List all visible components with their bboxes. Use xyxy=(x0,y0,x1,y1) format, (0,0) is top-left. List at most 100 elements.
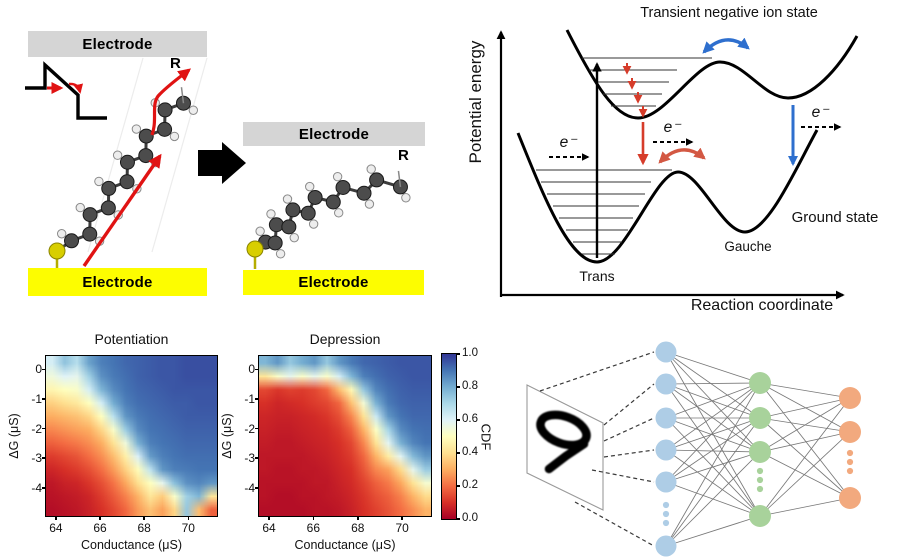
input-node xyxy=(655,535,677,557)
trans-label: Trans xyxy=(579,268,614,284)
ellipsis-dot xyxy=(846,458,854,466)
colorbar-tick-label: 0.4 xyxy=(462,446,478,458)
carbon-atom xyxy=(267,235,283,251)
substituent-label-left: R xyxy=(170,55,181,72)
y-tickmark xyxy=(255,368,259,371)
carbon-atom xyxy=(281,219,297,235)
x-tickmark xyxy=(357,516,359,520)
hidden-node xyxy=(749,441,771,463)
ytick-label: -3 xyxy=(244,451,255,466)
hydrogen-atom xyxy=(169,131,180,142)
input-node xyxy=(655,373,677,395)
ytick-label: -1 xyxy=(31,391,42,406)
ellipsis-dot xyxy=(662,510,670,518)
axes xyxy=(496,30,845,300)
potentiation-xlabel: Conductance (μS) xyxy=(80,538,182,552)
x-tickmark xyxy=(268,516,270,520)
carbon-atom xyxy=(356,185,372,201)
xtick-label: 68 xyxy=(351,521,365,535)
hidden-node xyxy=(749,407,771,429)
y-tickmark xyxy=(42,368,46,371)
molecule-tilted xyxy=(48,87,199,271)
ground-state-curve xyxy=(516,129,819,264)
ellipsis-dot xyxy=(846,467,854,475)
y-tickmark xyxy=(42,487,46,489)
hydrogen-atom xyxy=(188,105,199,115)
potential-energy-axis-label: Potential energy xyxy=(466,40,485,163)
network-nodes xyxy=(655,341,861,557)
carbon-atom xyxy=(157,121,173,137)
input-node xyxy=(655,407,677,429)
carbon-atom xyxy=(119,154,135,170)
tunneling-arrows xyxy=(82,68,192,267)
hydrogen-atom xyxy=(275,249,286,259)
depression-canvas xyxy=(259,356,431,516)
ytick-label: -2 xyxy=(31,421,42,436)
xtick-label: 66 xyxy=(93,521,107,535)
carbon-atom xyxy=(268,217,284,233)
hydrogen-atom xyxy=(112,150,123,160)
colorbar-tickmark xyxy=(456,419,460,421)
y-tickmark xyxy=(255,457,259,459)
carbon-atom xyxy=(82,207,98,223)
ytick-label: -4 xyxy=(244,480,255,495)
transition-arrow-icon xyxy=(198,142,246,184)
colorbar-tick-label: 0.6 xyxy=(462,413,478,425)
potentiation-heatmap: Potentiation ΔG (μS) Conductance (μS) 64… xyxy=(7,331,218,552)
carbon-atom xyxy=(300,205,316,221)
voltage-pulse-icon xyxy=(25,61,107,120)
depression-title: Depression xyxy=(309,331,381,347)
x-tickmark xyxy=(55,516,57,520)
reaction-coordinate-axis-label: Reaction coordinate xyxy=(691,297,833,314)
ellipsis-dot xyxy=(846,449,854,457)
energy-diagram-panel: Transient negative ion state Potential e… xyxy=(466,5,878,314)
hydrogen-atom xyxy=(289,232,299,243)
colorbar-tickmark xyxy=(456,485,460,487)
hidden-node xyxy=(749,505,771,527)
output-node xyxy=(839,487,861,509)
ytick-label: -3 xyxy=(31,451,42,466)
hydrogen-atom xyxy=(366,164,376,174)
hydrogen-atom xyxy=(401,193,411,203)
colorbar-tick-label: 0.8 xyxy=(462,380,478,392)
isomerization-arrow-excited xyxy=(702,37,750,54)
electron-label: e⁻ xyxy=(664,119,683,136)
colorbar-tickmark xyxy=(456,386,460,388)
ytick-label: 0 xyxy=(248,362,255,377)
hydrogen-atom xyxy=(332,171,343,182)
electron-label: e⁻ xyxy=(560,134,579,151)
hydrogen-atom xyxy=(333,208,344,218)
ellipsis-dot xyxy=(756,485,764,493)
sulfur-atom xyxy=(246,240,264,258)
carbon-atom xyxy=(100,200,116,216)
hydrogen-atom xyxy=(94,176,104,187)
potentiation-canvas xyxy=(46,356,217,516)
molecule-flat xyxy=(246,164,411,269)
gauche-label: Gauche xyxy=(724,239,771,254)
carbon-atom xyxy=(64,233,80,249)
vibrational-relaxation-arrows xyxy=(622,63,648,118)
hydrogen-atom xyxy=(282,194,293,204)
electrode-top-right: Electrode xyxy=(243,122,425,146)
y-tickmark xyxy=(42,457,46,459)
carbon-atom xyxy=(325,194,341,210)
carbon-atom xyxy=(82,226,98,242)
electrode-top-left: Electrode xyxy=(28,31,207,57)
x-tickmark xyxy=(401,516,403,520)
ellipsis-dot xyxy=(756,467,764,475)
image-to-input-links xyxy=(539,351,655,547)
x-tickmark xyxy=(143,516,145,520)
hydrogen-atom xyxy=(56,229,67,239)
isomerization-arrow-ground xyxy=(658,147,706,164)
hidden-node xyxy=(749,372,771,394)
colorbar-tick-label: 0.0 xyxy=(462,512,478,524)
colorbar-tickmark xyxy=(456,452,460,454)
digit-image xyxy=(536,410,591,474)
carbon-atom xyxy=(138,128,154,144)
carbon-atom xyxy=(138,148,154,164)
output-node xyxy=(839,421,861,443)
sulfur-atom xyxy=(48,242,66,260)
input-node xyxy=(655,439,677,461)
ytick-label: 0 xyxy=(35,362,42,377)
